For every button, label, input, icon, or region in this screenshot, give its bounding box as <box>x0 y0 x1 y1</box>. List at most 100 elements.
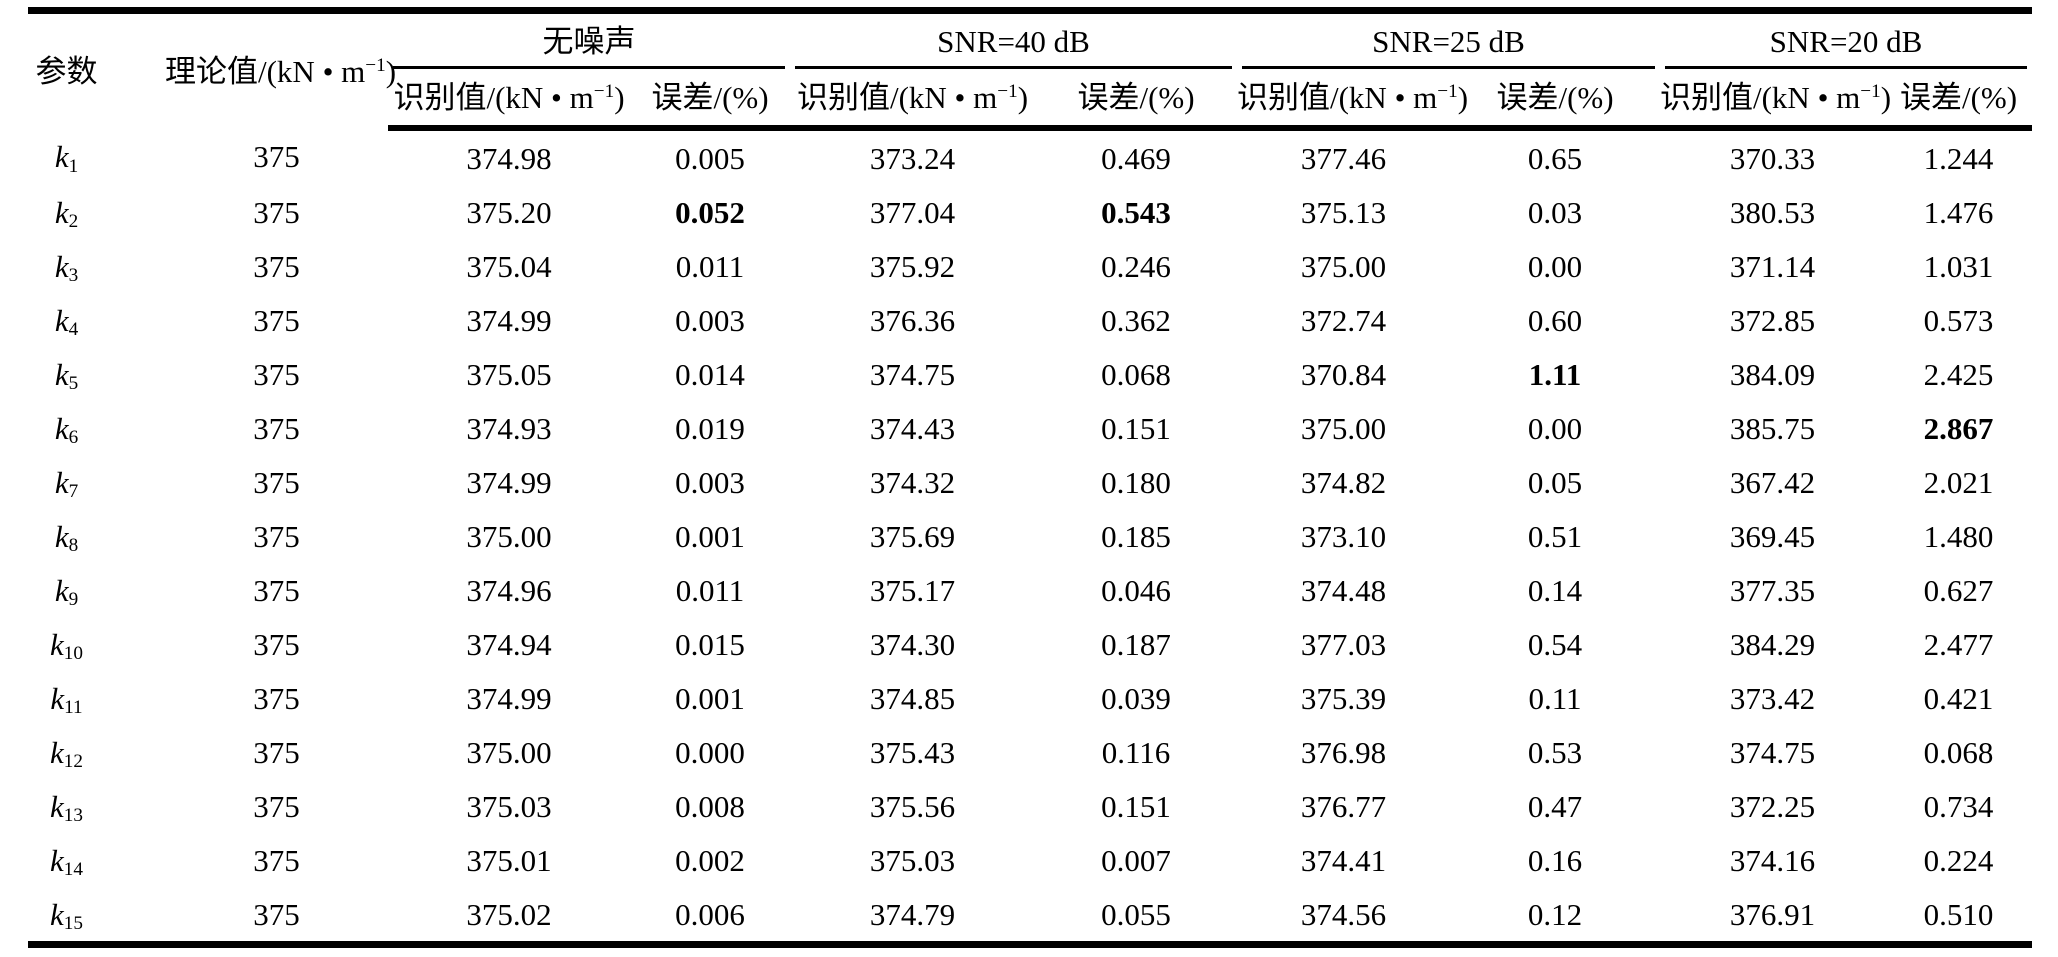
value-cell: 0.019 <box>675 410 745 446</box>
value-cell: 2.425 <box>1923 356 1994 392</box>
value-cell: 0.11 <box>1528 680 1582 716</box>
value-cell: 372.74 <box>1300 302 1387 338</box>
value-cell: 375.03 <box>466 788 552 824</box>
value-cell: 0.734 <box>1923 788 1994 824</box>
value-cell: 372.25 <box>1729 788 1816 824</box>
value-cell: 0.180 <box>1101 464 1171 500</box>
table-row: k14 375 375.01 0.002 375.03 0.007 374.41 0.16 37… <box>28 833 2032 887</box>
col-header-identified-value: 识别值/(kN • m−1) <box>790 69 1035 131</box>
value-cell: 367.42 <box>1729 464 1816 500</box>
value-cell: 377.35 <box>1729 572 1816 608</box>
value-cell: 0.573 <box>1923 302 1994 338</box>
value-cell: 375 <box>253 680 300 716</box>
table-row: k13 375 375.03 0.008 375.56 0.151 376.77 0.47 37… <box>28 779 2032 833</box>
value-cell: 0.151 <box>1101 410 1171 446</box>
param-label: k10 <box>50 626 83 665</box>
table-row: k9 375 374.96 0.011 375.17 0.046 374.48 0.14 377… <box>28 563 2032 617</box>
value-cell: 377.04 <box>869 194 956 230</box>
param-label: k9 <box>54 572 79 611</box>
value-cell: 375.56 <box>869 788 956 824</box>
value-cell: 0.627 <box>1923 572 1994 608</box>
value-cell: 0.005 <box>675 140 745 176</box>
col-group-snr-20db: SNR=20 dB <box>1660 11 2032 70</box>
value-cell: 375 <box>253 788 300 824</box>
table-row: k10 375 374.94 0.015 374.30 0.187 377.03 0.54 38… <box>28 617 2032 671</box>
value-cell: 0.60 <box>1527 302 1583 338</box>
value-cell: 0.046 <box>1101 572 1171 608</box>
value-cell: 375.69 <box>869 518 956 554</box>
value-cell: 0.011 <box>675 572 745 608</box>
table-row: k12 375 375.00 0.000 375.43 0.116 376.98 0.53 37… <box>28 725 2032 779</box>
value-cell: 375.00 <box>466 734 552 770</box>
param-label: k14 <box>50 842 83 881</box>
value-cell: 374.32 <box>869 464 956 500</box>
value-cell: 375 <box>253 302 300 338</box>
value-cell: 0.05 <box>1527 464 1583 500</box>
col-group-snr-40db: SNR=40 dB <box>790 11 1237 70</box>
col-header-error: 误差/(%) <box>1885 69 2032 131</box>
value-cell: 0.362 <box>1101 302 1171 338</box>
value-cell: 375.03 <box>869 842 956 878</box>
param-label: k8 <box>54 518 79 557</box>
value-cell: 0.014 <box>675 356 745 392</box>
value-cell: 376.36 <box>869 302 956 338</box>
value-cell: 0.006 <box>675 896 745 932</box>
sub-header-row: 识别值/(kN • m−1) 误差/(%) 识别值/(kN • m−1) 误差/… <box>28 69 2032 131</box>
value-cell: 375.05 <box>466 356 552 392</box>
value-cell: 0.187 <box>1101 626 1171 662</box>
value-cell: 0.000 <box>675 734 745 770</box>
param-label: k3 <box>54 248 79 287</box>
value-cell: 375 <box>253 248 300 284</box>
value-cell: 375 <box>253 518 300 554</box>
param-label: k7 <box>54 464 79 503</box>
value-cell: 0.052 <box>675 194 745 230</box>
table-container: 参数 理论值/(kN • m−1) 无噪声 SNR=40 dB SNR=25 d… <box>28 7 2032 948</box>
value-cell: 0.001 <box>675 518 745 554</box>
value-cell: 2.867 <box>1923 410 1994 446</box>
value-cell: 0.51 <box>1527 518 1583 554</box>
value-cell: 0.16 <box>1527 842 1583 878</box>
value-cell: 0.246 <box>1101 248 1171 284</box>
value-cell: 0.003 <box>675 302 745 338</box>
value-cell: 0.185 <box>1101 518 1171 554</box>
value-cell: 0.421 <box>1923 680 1994 716</box>
param-label: k6 <box>54 410 79 449</box>
value-cell: 384.09 <box>1729 356 1816 392</box>
group-header-row: 参数 理论值/(kN • m−1) 无噪声 SNR=40 dB SNR=25 d… <box>28 11 2032 87</box>
value-cell: 0.007 <box>1101 842 1171 878</box>
value-cell: 374.48 <box>1300 572 1387 608</box>
value-cell: 376.98 <box>1300 734 1387 770</box>
param-label: k5 <box>54 356 79 395</box>
col-header-identified-value: 识别值/(kN • m−1) <box>388 69 630 131</box>
value-cell: 0.53 <box>1527 734 1583 770</box>
param-label: k11 <box>50 680 83 719</box>
table-header: 参数 理论值/(kN • m−1) 无噪声 SNR=40 dB SNR=25 d… <box>28 11 2032 131</box>
value-cell: 374.96 <box>466 572 552 608</box>
col-header-error: 误差/(%) <box>1450 69 1660 131</box>
value-cell: 373.24 <box>869 140 956 176</box>
table-row: k1 375 374.98 0.005 373.24 0.469 377.46 0.65 370… <box>28 128 2032 185</box>
value-cell: 0.151 <box>1101 788 1171 824</box>
value-cell: 0.055 <box>1101 896 1171 932</box>
value-cell: 2.021 <box>1923 464 1994 500</box>
value-cell: 374.30 <box>869 626 956 662</box>
param-label: k12 <box>50 734 83 773</box>
value-cell: 375.43 <box>869 734 956 770</box>
table-row: k4 375 374.99 0.003 376.36 0.362 372.74 0.60 372… <box>28 293 2032 347</box>
table-row: k7 375 374.99 0.003 374.32 0.180 374.82 0.05 367… <box>28 455 2032 509</box>
value-cell: 0.015 <box>675 626 745 662</box>
value-cell: 0.03 <box>1527 194 1583 230</box>
value-cell: 0.47 <box>1527 788 1583 824</box>
value-cell: 0.003 <box>675 464 745 500</box>
value-cell: 374.99 <box>466 680 552 716</box>
table-row: k5 375 375.05 0.014 374.75 0.068 370.84 1.11 384… <box>28 347 2032 401</box>
value-cell: 374.41 <box>1300 842 1387 878</box>
value-cell: 0.068 <box>1923 734 1994 770</box>
value-cell: 370.84 <box>1300 356 1387 392</box>
value-cell: 375.00 <box>1300 410 1387 446</box>
value-cell: 0.224 <box>1923 842 1994 878</box>
param-label: k1 <box>54 139 79 177</box>
value-cell: 369.45 <box>1729 518 1816 554</box>
value-cell: 376.77 <box>1300 788 1387 824</box>
